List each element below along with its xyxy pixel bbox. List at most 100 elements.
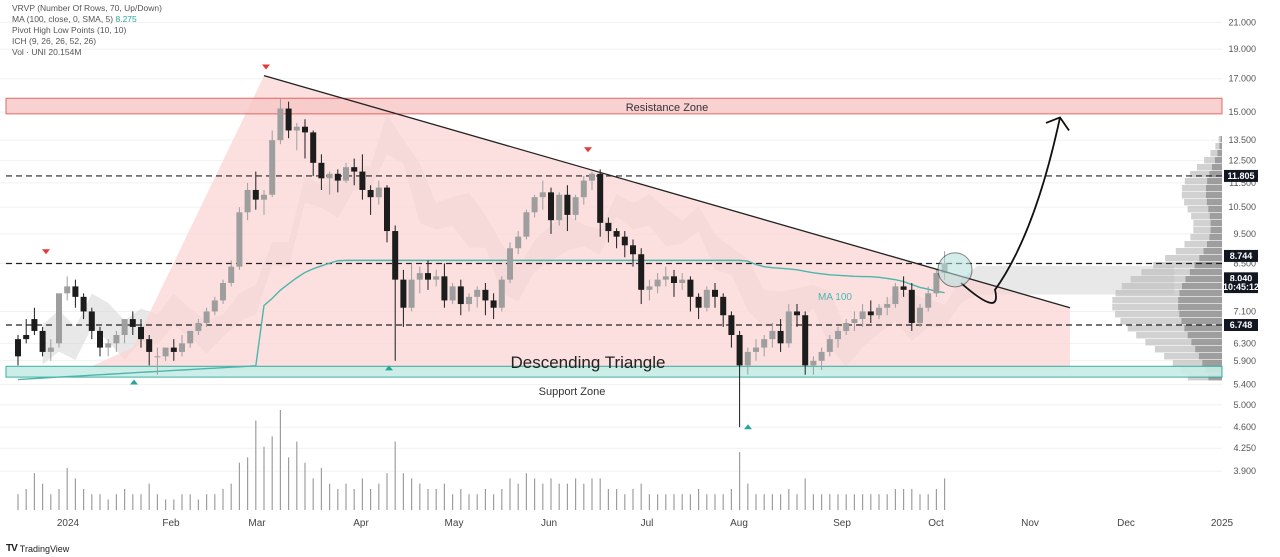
candle-body — [433, 276, 440, 280]
candle — [900, 276, 907, 297]
time-tick-label: Jul — [641, 518, 654, 529]
candle — [818, 347, 825, 371]
price-label-box — [1224, 319, 1258, 332]
time-tick-label: Apr — [353, 518, 369, 529]
vrvp-bar — [1184, 178, 1208, 185]
legend-ma[interactable]: MA (100, close, 0, SMA, 5) 8.275 — [12, 14, 162, 25]
candle-body — [228, 266, 235, 283]
resistance-zone-label: Resistance Zone — [626, 102, 709, 114]
candle — [384, 185, 390, 243]
vrvp-bar — [1193, 220, 1211, 227]
candle-body — [531, 197, 538, 213]
vrvp-bar — [1195, 346, 1222, 353]
vrvp-bar — [1141, 269, 1190, 276]
candle — [859, 304, 866, 327]
candle — [908, 282, 915, 331]
vrvp-bar — [1206, 199, 1222, 206]
candle — [15, 334, 21, 366]
vrvp-bar — [1215, 143, 1220, 150]
candle-body — [621, 236, 628, 246]
candle — [630, 239, 636, 267]
candle-body — [441, 276, 448, 301]
vrvp-bar — [1198, 353, 1222, 360]
vrvp-bar — [1187, 332, 1222, 339]
candle-body — [146, 339, 153, 352]
candle — [638, 248, 645, 305]
candle — [785, 304, 792, 348]
candle — [671, 269, 677, 297]
candle-body — [318, 162, 325, 179]
candle-body — [867, 311, 874, 316]
price-tick-label: 4.250 — [1233, 443, 1256, 453]
vrvp-bar — [1165, 255, 1200, 262]
vrvp-bar — [1127, 325, 1185, 332]
candle — [933, 269, 940, 297]
tradingview-brand[interactable]: TV TradingView — [6, 543, 69, 554]
candle — [359, 154, 366, 200]
legend-ich[interactable]: ICH (9, 26, 26, 52, 26) — [12, 36, 97, 46]
candle — [236, 207, 243, 270]
vrvp-bar — [1179, 290, 1222, 297]
candlesticks[interactable] — [15, 98, 948, 428]
candle-body — [105, 343, 112, 348]
candle-body — [138, 326, 144, 340]
candle-body — [72, 286, 79, 297]
candle — [826, 334, 833, 357]
candle-body — [162, 347, 169, 357]
candle — [162, 347, 169, 361]
candle-body — [15, 339, 21, 357]
vrvp-bar — [1209, 213, 1222, 220]
price-tick-label: 5.900 — [1233, 356, 1256, 366]
time-tick-label: Oct — [928, 518, 944, 529]
candle-body — [498, 279, 505, 308]
vrvp-bar — [1184, 199, 1207, 206]
candle-body — [818, 351, 825, 361]
candle — [31, 307, 38, 335]
candle — [457, 279, 464, 316]
candle-body — [613, 231, 620, 237]
candle — [375, 180, 382, 205]
time-axis[interactable]: 2024 Feb Mar Apr May Jun Jul Aug Sep Oct Nov Dec 202… — [57, 518, 1234, 529]
candle-body — [195, 322, 202, 331]
candle — [187, 330, 194, 348]
vrvp-bar — [1194, 262, 1222, 269]
candle — [597, 169, 604, 237]
candle-body — [900, 286, 907, 290]
price-tick-label: 10.500 — [1228, 202, 1256, 212]
candle — [97, 326, 103, 357]
legend-vrvp[interactable]: VRVP (Number Of Rows, 70, Up/Down) — [12, 3, 162, 13]
candle — [56, 293, 62, 348]
candle-body — [777, 330, 784, 344]
candle-body — [47, 347, 54, 352]
candle — [548, 187, 554, 234]
candle-body — [113, 334, 120, 344]
vrvp-bar — [1204, 157, 1215, 164]
zones — [5, 97, 1223, 378]
vrvp-bar — [1205, 192, 1222, 199]
candle — [277, 98, 284, 145]
candle — [843, 319, 850, 335]
price-tick-label: 5.400 — [1233, 379, 1256, 389]
vrvp-bar — [1187, 206, 1209, 213]
legend-vol[interactable]: Vol · UNI 20.154M — [12, 47, 82, 57]
candle — [441, 263, 448, 308]
candle — [662, 266, 669, 287]
candle — [539, 180, 546, 210]
candle-body — [785, 311, 792, 344]
candle-body — [720, 296, 727, 316]
vrvp-bar — [1115, 290, 1180, 297]
candle-body — [925, 293, 932, 308]
vrvp-bar — [1199, 255, 1222, 262]
price-tick-label: 19.000 — [1228, 44, 1256, 54]
volume-profile — [1112, 136, 1222, 381]
candle — [203, 307, 210, 327]
price-axis[interactable]: 21.000 19.000 17.000 15.000 13.500 12.500 11.5… — [1223, 17, 1259, 476]
candle-body — [416, 273, 423, 280]
time-tick-label: 2024 — [57, 518, 80, 529]
candle-body — [211, 300, 218, 312]
legend-pivot[interactable]: Pivot High Low Points (10, 10) — [12, 25, 127, 35]
candle-body — [375, 187, 382, 198]
candle — [876, 304, 882, 320]
candle-body — [515, 236, 522, 249]
